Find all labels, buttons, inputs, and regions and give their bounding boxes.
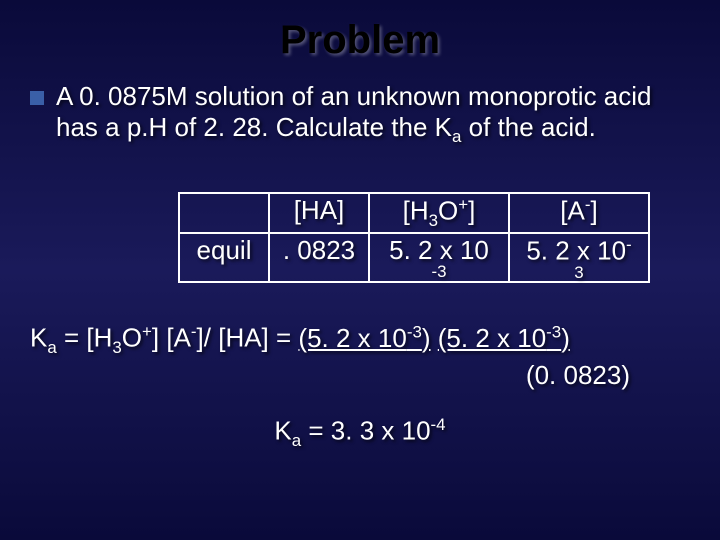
bullet-item: A 0. 0875M solution of an unknown monopr… [30, 81, 690, 148]
table-equil-row: equil . 0823 5. 2 x 10-3 5. 2 x 10-3 [179, 233, 649, 282]
a-val-sup: - [626, 235, 632, 254]
eq1-suba: a [47, 338, 56, 357]
a-end: ] [590, 196, 597, 226]
eq1-plus: + [142, 322, 152, 341]
square-bullet-icon [30, 91, 44, 105]
h3o-value: 5. 2 x 10-3 [369, 233, 509, 282]
ka-expression: Ka = [H3O+] [A-]/ [HA] = (5. 2 x 10-3) (… [30, 322, 690, 358]
eq1-u2: (5. 2 x 10 [438, 323, 546, 353]
row-label: equil [179, 233, 269, 282]
h3o-sub: 3 [429, 211, 438, 230]
eq1-sub3: 3 [112, 338, 121, 357]
ka-denominator: (0. 0823) [30, 360, 690, 391]
text-part-2: of the acid. [461, 112, 595, 142]
eq1-m2: O [122, 323, 142, 353]
problem-statement: A 0. 0875M solution of an unknown monopr… [56, 81, 690, 148]
eq1-u1e: ) [422, 323, 431, 353]
content-area: A 0. 0875M solution of an unknown monopr… [0, 81, 720, 148]
h3o-pre: [H [403, 196, 429, 226]
eq1-m3: ] [A [152, 323, 191, 353]
ice-table: [HA] [H3O+] [A-] equil . 0823 5. 2 x 10-… [178, 192, 650, 283]
h3o-val-exp: -3 [380, 265, 498, 279]
ka-result: Ka = 3. 3 x 10-4 [30, 415, 690, 451]
eq3-mid: = 3. 3 x 10 [301, 416, 430, 446]
eq1-num2: (5. 2 x 10-3) [438, 323, 570, 353]
a-val-pre: 5. 2 x 10 [526, 236, 626, 266]
h3o-sup: + [458, 195, 468, 214]
a-val-exp: 3 [520, 266, 638, 280]
eq1-m1: = [H [57, 323, 113, 353]
eq3-sup: -4 [431, 415, 446, 434]
eq1-m4: ]/ [HA] = [197, 323, 299, 353]
a-pre: [A [560, 196, 585, 226]
eq1-num1: (5. 2 x 10-3) [298, 323, 430, 353]
header-ha: [HA] [269, 193, 369, 233]
header-blank [179, 193, 269, 233]
concentration-table: [HA] [H3O+] [A-] equil . 0823 5. 2 x 10-… [178, 192, 650, 283]
h3o-end: ] [468, 196, 475, 226]
h3o-val-pre: 5. 2 x 10 [389, 235, 489, 265]
eq1-u1: (5. 2 x 10 [298, 323, 406, 353]
eq1-k: K [30, 323, 47, 353]
table-header-row: [HA] [H3O+] [A-] [179, 193, 649, 233]
eq1-u2sup: -3 [546, 322, 561, 341]
aminus-value: 5. 2 x 10- 3 [509, 233, 649, 282]
eq1-gap [431, 323, 438, 353]
ha-value: . 0823 [269, 233, 369, 282]
h3o-post: O [438, 196, 458, 226]
eq1-u2e: ) [561, 323, 570, 353]
equations-block: Ka = [H3O+] [A-]/ [HA] = (5. 2 x 10-3) (… [30, 322, 690, 451]
eq3-suba: a [292, 431, 301, 450]
header-h3o: [H3O+] [369, 193, 509, 233]
eq1-u1sup: -3 [407, 322, 422, 341]
slide-title: Problem [0, 0, 720, 73]
eq3-k: K [274, 416, 291, 446]
header-aminus: [A-] [509, 193, 649, 233]
